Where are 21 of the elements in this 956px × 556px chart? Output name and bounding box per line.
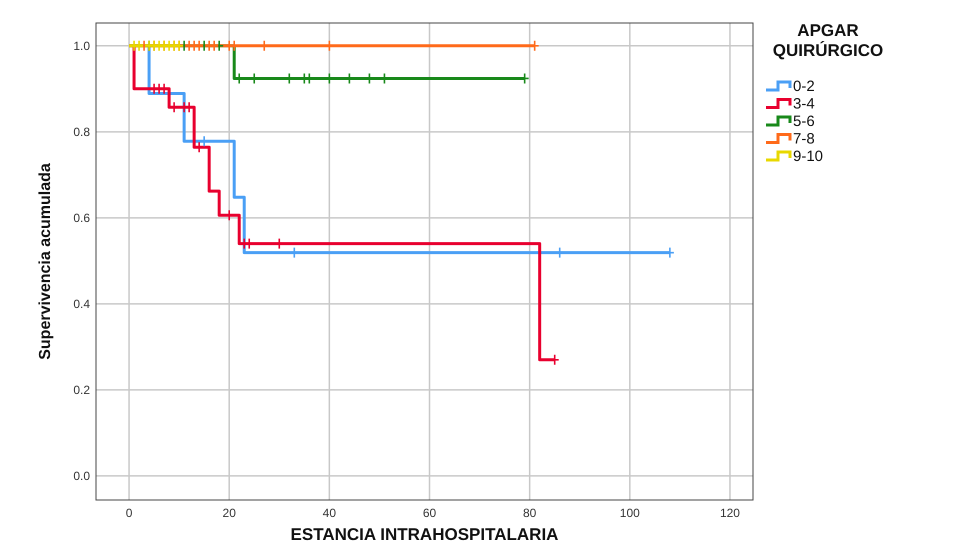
y-tick-label: 0.0	[73, 468, 90, 483]
legend-title: APGAR QUIRÚRGICO	[772, 21, 884, 60]
legend-label: 9-10	[793, 148, 824, 165]
x-tick-label: 120	[720, 506, 740, 520]
legend-label: 0-2	[793, 78, 815, 95]
y-tick-label: 0.6	[73, 210, 90, 225]
x-axis-title: ESTANCIA INTRAHOSPITALARIA	[290, 525, 558, 544]
legend-label: 3-4	[793, 96, 815, 112]
x-tick-label: 20	[222, 506, 236, 520]
y-tick-label: 0.8	[73, 124, 90, 139]
x-tick-label: 60	[422, 506, 436, 520]
x-tick-label: 40	[322, 506, 336, 520]
x-tick-label: 0	[126, 506, 133, 520]
legend-label: 7-8	[793, 130, 815, 148]
x-tick-label: 80	[522, 506, 537, 520]
y-axis-title: Supervivencia acumulada	[37, 163, 54, 360]
y-tick-label: 1.0	[73, 38, 90, 53]
y-tick-label: 0.4	[73, 296, 90, 311]
y-tick-label: 0.2	[73, 382, 90, 397]
legend-label: 5-6	[793, 113, 815, 130]
x-tick-label: 100	[620, 506, 640, 520]
